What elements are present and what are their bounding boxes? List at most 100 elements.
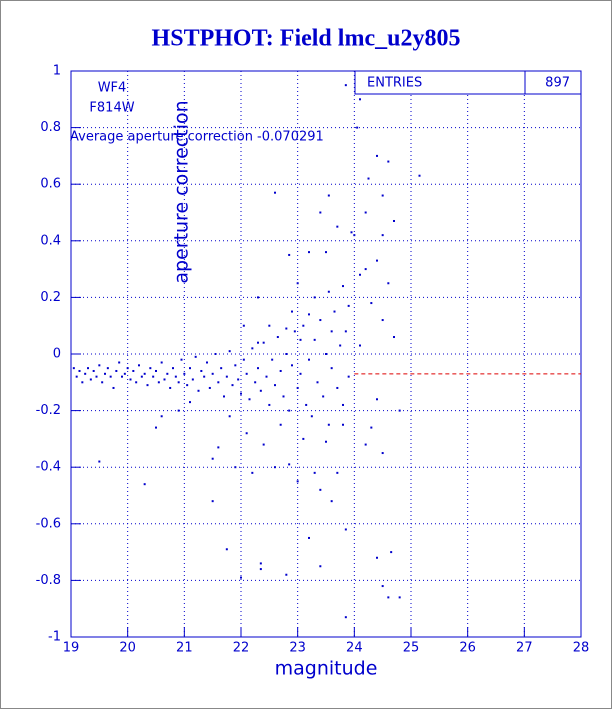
x-tick-label: 26: [459, 641, 476, 656]
point: [359, 98, 361, 101]
point: [115, 369, 118, 372]
annotation: F814W: [89, 101, 134, 116]
point: [344, 84, 347, 87]
point: [183, 372, 186, 375]
point: [376, 398, 378, 401]
point: [364, 268, 367, 271]
point: [194, 355, 197, 358]
point: [149, 367, 152, 370]
point: [376, 259, 378, 262]
point: [353, 234, 356, 237]
point: [234, 466, 237, 469]
point: [234, 364, 237, 367]
point: [132, 369, 135, 372]
point: [387, 596, 390, 599]
point: [313, 296, 316, 299]
point: [387, 160, 390, 163]
point: [135, 381, 138, 384]
point: [393, 219, 395, 222]
point: [325, 440, 327, 443]
point: [203, 375, 206, 378]
point: [242, 324, 245, 327]
point: [418, 174, 421, 177]
point: [143, 372, 146, 375]
point: [370, 302, 373, 305]
point: [381, 319, 384, 322]
y-tick-label: 0: [53, 347, 61, 362]
point: [376, 154, 378, 157]
point: [118, 361, 121, 364]
point: [75, 375, 78, 378]
point: [359, 273, 361, 276]
point: [325, 353, 327, 355]
point: [126, 367, 129, 370]
point: [387, 282, 390, 285]
point: [293, 330, 296, 333]
point: [257, 367, 259, 370]
point: [336, 225, 339, 228]
point: [157, 381, 160, 384]
point: [279, 369, 282, 372]
point: [319, 488, 322, 491]
point: [123, 372, 126, 375]
point: [344, 616, 347, 619]
point: [330, 500, 333, 503]
point: [327, 290, 330, 293]
point: [342, 423, 344, 426]
point: [240, 392, 242, 395]
point: [84, 372, 87, 375]
point: [291, 310, 293, 313]
point: [160, 361, 163, 364]
point: [208, 386, 211, 389]
point: [316, 381, 319, 384]
point: [169, 386, 172, 389]
point: [177, 409, 180, 412]
point: [257, 296, 259, 299]
point: [220, 367, 223, 370]
point: [166, 372, 169, 375]
point: [98, 364, 101, 367]
point: [160, 415, 163, 418]
point: [72, 367, 75, 370]
point: [177, 381, 180, 384]
point: [228, 350, 231, 353]
point: [276, 336, 279, 339]
point: [313, 471, 316, 474]
point: [308, 536, 310, 539]
y-tick-label: 0.8: [40, 120, 61, 135]
point: [87, 367, 89, 370]
point: [146, 384, 149, 387]
point: [211, 372, 214, 375]
point: [274, 384, 276, 387]
point: [271, 358, 274, 361]
point: [350, 231, 353, 234]
point: [228, 415, 231, 418]
point: [189, 401, 191, 404]
point: [344, 330, 347, 333]
point: [259, 568, 262, 571]
plot-frame: [70, 70, 582, 638]
point: [189, 367, 191, 370]
point: [214, 353, 217, 355]
point: [223, 395, 225, 398]
point: [398, 596, 401, 599]
point: [257, 341, 259, 344]
point: [310, 415, 313, 418]
point: [282, 395, 285, 398]
point: [225, 375, 228, 378]
point: [242, 358, 245, 361]
point: [376, 556, 378, 559]
point: [390, 551, 393, 554]
point: [248, 398, 251, 401]
point: [251, 471, 254, 474]
point: [129, 378, 132, 381]
point: [268, 324, 271, 327]
point: [172, 367, 174, 370]
point: [101, 381, 104, 384]
point: [285, 573, 288, 576]
point: [237, 378, 240, 381]
point: [245, 372, 248, 375]
point: [106, 367, 109, 370]
point: [370, 426, 373, 429]
point: [231, 384, 234, 387]
